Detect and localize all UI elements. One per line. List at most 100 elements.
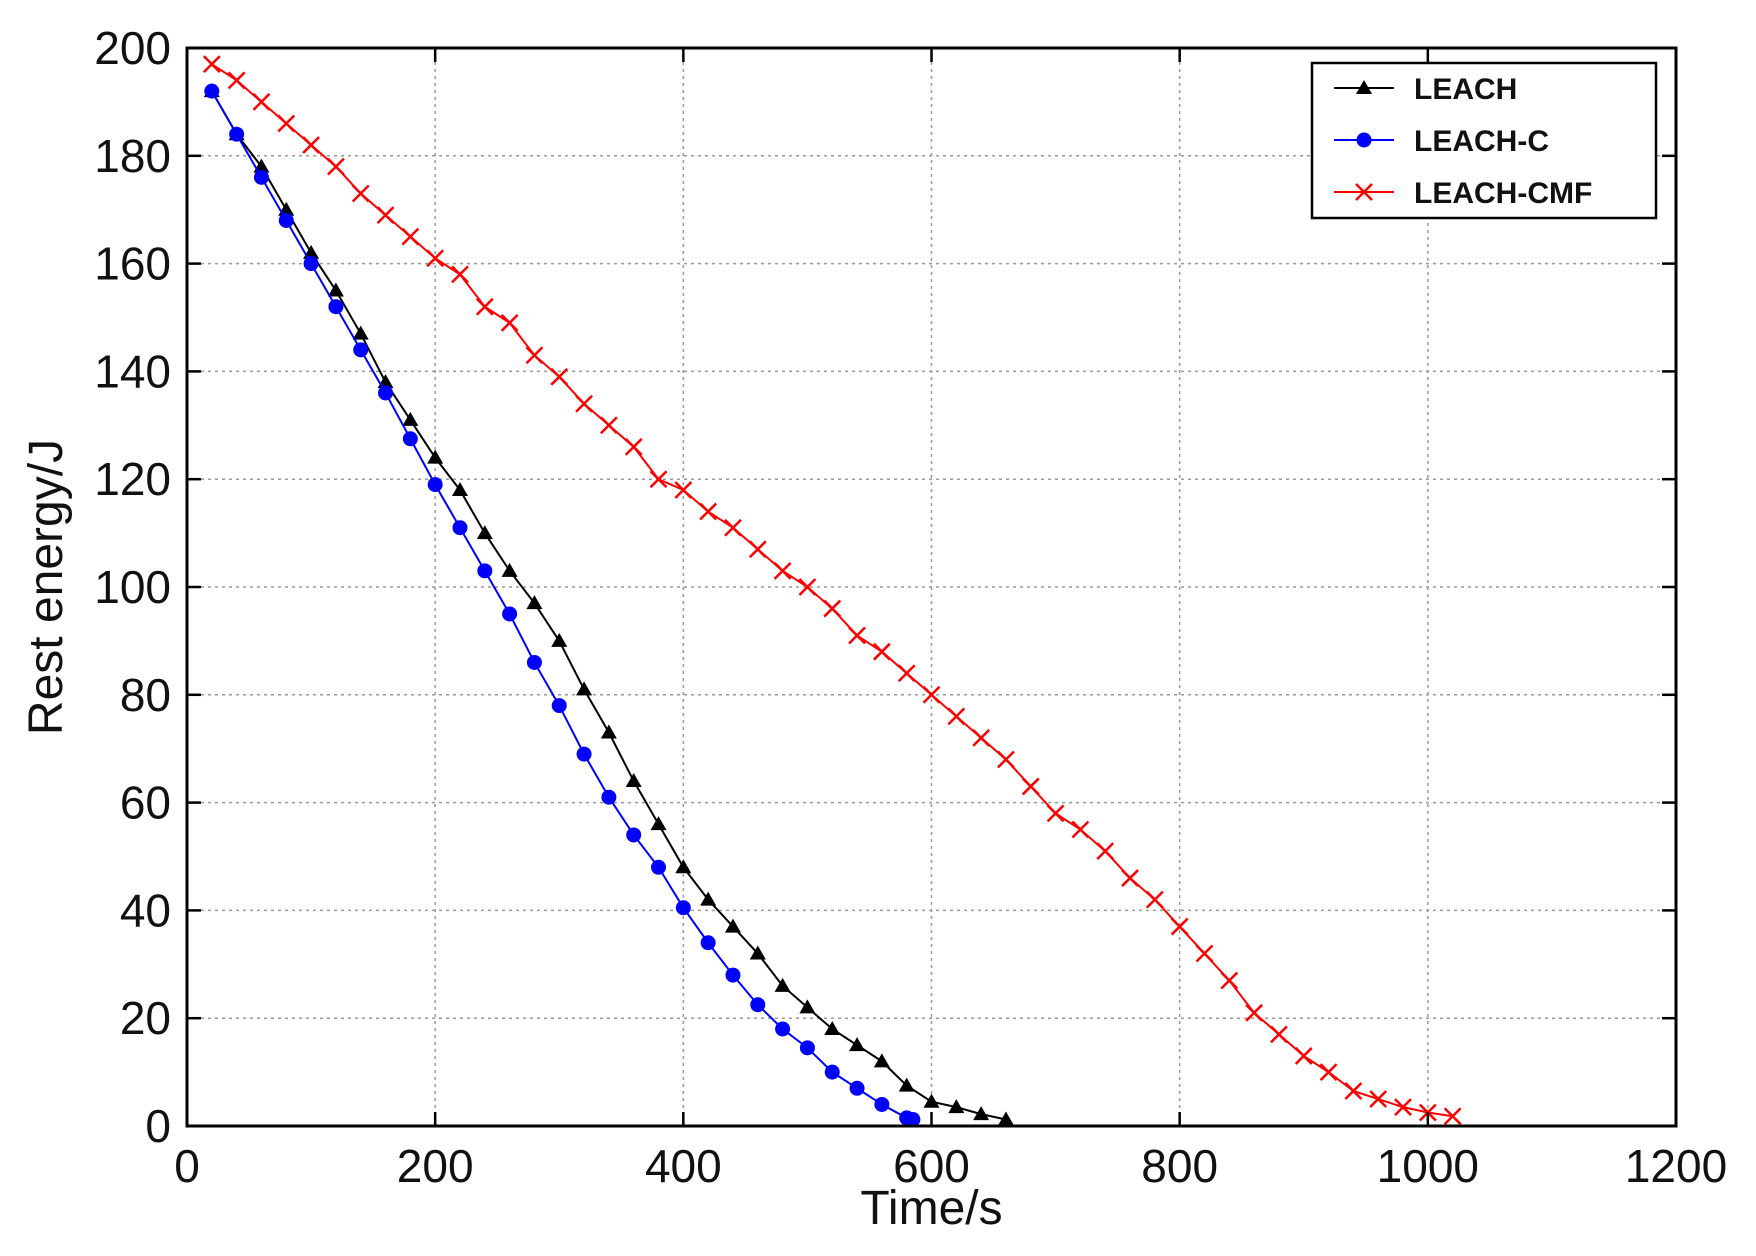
data-point <box>849 1037 866 1052</box>
data-point <box>750 997 766 1013</box>
y-tick-label: 100 <box>94 561 171 613</box>
data-point <box>376 206 395 224</box>
data-point <box>624 437 643 456</box>
data-point <box>823 599 842 618</box>
data-point <box>799 999 816 1014</box>
data-point <box>427 449 444 464</box>
data-point <box>651 859 667 875</box>
series-layer <box>202 55 1462 1128</box>
data-point <box>674 481 693 499</box>
data-point <box>426 249 445 268</box>
series-line <box>210 90 914 1121</box>
legend: LEACH LEACH-C LEACH-CMF <box>1310 61 1658 220</box>
data-point <box>775 1021 791 1037</box>
data-point <box>897 664 916 683</box>
data-point <box>451 265 469 284</box>
y-axis-title: Rest energy/J <box>20 439 73 735</box>
data-point <box>1319 1063 1338 1081</box>
data-point <box>1344 1082 1363 1100</box>
data-point <box>501 562 518 577</box>
data-point <box>451 481 468 496</box>
y-tick-label: 180 <box>94 130 171 182</box>
data-point <box>500 314 519 332</box>
data-point <box>947 707 966 726</box>
data-point <box>599 416 618 435</box>
data-point <box>649 470 668 489</box>
x-axis-title: Time/s <box>860 1182 1002 1235</box>
data-point <box>1096 842 1115 860</box>
legend-item: LEACH-C <box>1334 125 1549 158</box>
data-point <box>905 1112 921 1128</box>
data-point <box>475 297 494 316</box>
data-point <box>700 891 717 906</box>
data-point <box>625 773 642 788</box>
data-point <box>923 1093 940 1108</box>
x-tick-label: 800 <box>1141 1140 1218 1192</box>
data-point <box>1046 804 1065 823</box>
data-point <box>427 477 443 493</box>
data-point <box>576 746 592 762</box>
y-tick-label: 80 <box>120 669 171 721</box>
data-point <box>526 654 542 670</box>
series-line <box>210 90 1007 1121</box>
data-point <box>327 157 345 176</box>
data-point <box>972 729 991 747</box>
data-point <box>724 918 741 933</box>
data-point <box>351 184 370 203</box>
data-point <box>327 282 344 297</box>
data-point <box>849 1080 865 1096</box>
data-point <box>477 563 493 579</box>
data-point <box>575 394 593 413</box>
data-point <box>476 525 493 540</box>
y-tick-label: 200 <box>94 22 171 74</box>
data-point <box>502 606 518 622</box>
data-point <box>526 595 543 610</box>
data-point <box>302 136 320 154</box>
data-point <box>1369 1090 1388 1108</box>
data-point <box>1021 777 1040 796</box>
x-tick-label: 600 <box>893 1140 970 1192</box>
data-point <box>227 71 246 90</box>
data-point <box>626 827 642 843</box>
data-point <box>328 299 344 315</box>
data-point <box>1071 820 1090 839</box>
data-point <box>353 342 369 358</box>
y-tick-label: 0 <box>145 1100 171 1152</box>
data-point <box>898 1077 915 1092</box>
data-point <box>748 540 767 559</box>
series-leach <box>203 83 1014 1126</box>
data-point <box>525 346 544 365</box>
data-point <box>601 789 617 805</box>
data-point <box>699 502 718 521</box>
data-point <box>1270 1025 1288 1044</box>
x-tick-label: 200 <box>397 1140 474 1192</box>
data-point <box>872 642 891 661</box>
y-tick-label: 120 <box>94 453 171 505</box>
data-point <box>401 227 420 246</box>
data-point <box>799 1040 815 1056</box>
data-point <box>551 632 568 647</box>
data-point <box>1443 1107 1462 1126</box>
data-point <box>378 385 394 401</box>
data-point <box>773 561 792 580</box>
legend-marker <box>1356 80 1372 94</box>
legend-label: LEACH-CMF <box>1414 177 1592 210</box>
data-point <box>402 411 419 426</box>
legend-label: LEACH <box>1414 73 1517 106</box>
y-tick-label: 40 <box>120 884 171 936</box>
data-point <box>1195 944 1214 963</box>
data-point <box>550 367 569 386</box>
data-point <box>675 859 692 874</box>
data-point <box>303 256 319 272</box>
data-point <box>252 93 271 111</box>
data-point <box>749 945 766 960</box>
data-point <box>551 698 567 714</box>
data-point <box>202 55 221 74</box>
data-point <box>1220 971 1239 990</box>
x-tick-label: 1000 <box>1377 1140 1479 1192</box>
data-point <box>922 685 941 704</box>
data-point <box>576 681 593 696</box>
data-point <box>997 1111 1014 1126</box>
data-point <box>824 1020 841 1035</box>
